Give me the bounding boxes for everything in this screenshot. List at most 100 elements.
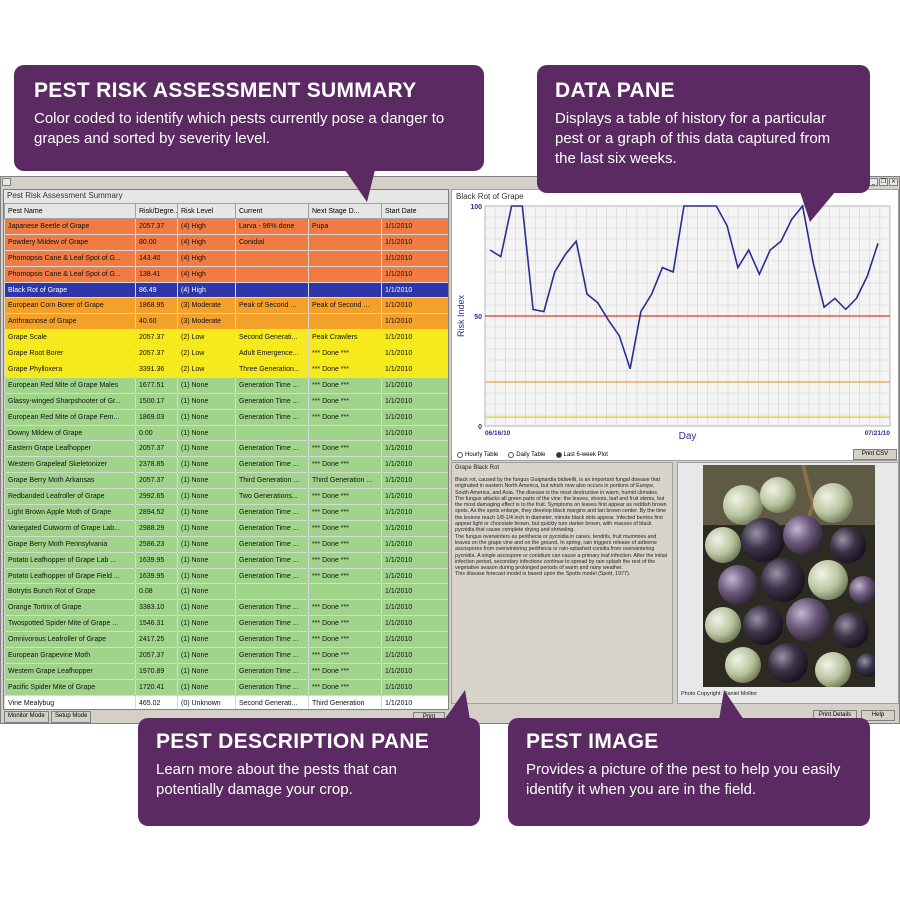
current-stage-cell: Generation Time ... (235, 440, 309, 458)
risk-level-cell: (4) High (177, 281, 236, 299)
start-date-cell: 1/1/2010 (381, 615, 448, 633)
table-row[interactable]: Orange Tortrix of Grape 3383.10 (1) None Ge… (4, 599, 448, 617)
restore-icon[interactable]: ❐ (879, 178, 888, 186)
grape-berry (833, 612, 869, 648)
table-row[interactable]: Phomopsis Cane & Leaf Spot of G... 138.41… (4, 265, 448, 283)
pest-name-cell: Downy Mildew of Grape (4, 424, 136, 442)
risk-value-cell: 143.40 (135, 249, 178, 267)
table-row[interactable]: Phomopsis Cane & Leaf Spot of G... 143.40… (4, 249, 448, 267)
current-stage-cell (235, 583, 309, 601)
description-paragraph: The fungus attacks all green parts of th… (455, 495, 667, 534)
risk-value-cell: 2057.37 (135, 218, 178, 235)
close-icon[interactable]: × (889, 178, 898, 186)
callout-description: PEST DESCRIPTION PANE Learn more about t… (138, 718, 480, 826)
pest-name-cell: Phomopsis Cane & Leaf Spot of G... (4, 265, 136, 283)
risk-value-cell: 0.00 (135, 424, 178, 442)
current-stage-cell: Generation Time ... (235, 567, 309, 585)
start-date-cell: 1/1/2010 (381, 361, 448, 378)
table-row[interactable]: European Corn Borer of Grape 1868.95 (3) M… (4, 297, 448, 315)
table-row[interactable]: Botrytis Bunch Rot of Grape 0.08 (1) None 1… (4, 583, 448, 601)
table-row[interactable]: Glassy-winged Sharpshooter of Gr... 1500.… (4, 392, 448, 410)
table-row[interactable]: Eastern Grape Leafhopper 2057.37 (1) None G… (4, 440, 448, 458)
table-row[interactable]: Downy Mildew of Grape 0.00 (1) None 1/1/201… (4, 424, 448, 442)
next-stage-cell (308, 265, 382, 283)
pest-name-cell: Black Rot of Grape (4, 281, 136, 299)
table-row[interactable]: European Grapevine Moth 2057.37 (1) None Ge… (4, 647, 448, 664)
table-row[interactable]: European Red Mite of Grape Males 1677.51(… (4, 376, 448, 394)
risk-value-cell: 1868.95 (135, 297, 178, 315)
table-row[interactable]: Omnivorous Leafroller of Grape 2417.25 (1)… (4, 631, 448, 649)
pest-name-cell: European Red Mite of Grape Fem... (4, 408, 136, 426)
table-row[interactable]: Grape Berry Moth Pennsylvania 2586.23 (1) … (4, 535, 448, 553)
pest-name-cell: Grape Berry Moth Pennsylvania (4, 535, 136, 553)
table-row[interactable]: Anthracnose of Grape 40.60 (3) Moderate 1/1… (4, 313, 448, 331)
column-header[interactable]: Pest Name (4, 203, 136, 219)
radio-hourly-table[interactable]: Hourly Table (457, 452, 498, 458)
pest-name-cell: Orange Tortrix of Grape (4, 599, 136, 617)
y-tick-label: 0 (478, 424, 482, 431)
help-button[interactable]: Help (861, 710, 895, 721)
table-row[interactable]: Potato Leafhopper of Grape Lab ... 1639.9… (4, 551, 448, 569)
callout-summary-text: Color coded to identify which pests curr… (34, 110, 445, 147)
column-header[interactable]: Risk/Degre... (135, 203, 178, 219)
table-row[interactable]: Black Rot of Grape 86.49 (4) High 1/1/2010 (4, 281, 448, 299)
grape-berry (849, 576, 875, 604)
table-row[interactable]: Pacific Spider Mite of Grape 1720.41 (1) N… (4, 678, 448, 696)
radio-dot-icon (508, 452, 515, 458)
x-tick-label: 06/16/10 (485, 430, 511, 437)
print-csv-button[interactable]: Print CSV (853, 449, 897, 460)
table-row[interactable]: Western Grape Leafhopper 1970.89 (1) None G… (4, 662, 448, 680)
table-row[interactable]: Western Grapeleaf Skeletonizer 2378.85 (1)… (4, 456, 448, 474)
risk-level-cell: (1) None (177, 408, 236, 426)
column-header[interactable]: Risk Level (177, 203, 236, 219)
grape-berry (741, 518, 785, 562)
minimize-icon[interactable]: _ (869, 178, 878, 186)
callout-data-text: Displays a table of history for a partic… (555, 110, 831, 167)
risk-value-cell: 1639.95 (135, 567, 178, 585)
radio-last-6-week-plot[interactable]: Last 6-week Plot (555, 452, 608, 458)
table-row[interactable]: Vine Mealybug 465.02 (0) Unknown Second Gen… (4, 694, 448, 709)
start-date-cell: 1/1/2010 (381, 551, 448, 569)
risk-value-cell: 2057.37 (135, 345, 178, 363)
y-tick-label: 50 (474, 314, 482, 321)
table-row[interactable]: Powdery Mildew of Grape 80.00 (4) High Coni… (4, 233, 448, 251)
column-header[interactable]: Next Stage D... (308, 203, 382, 219)
table-row[interactable]: Light Brown Apple Moth of Grape 2894.52 (1… (4, 504, 448, 521)
table-row[interactable]: European Red Mite of Grape Fem... 1869.03… (4, 408, 448, 426)
start-date-cell: 1/1/2010 (381, 376, 448, 394)
column-header[interactable]: Current (235, 203, 309, 219)
table-row[interactable]: Twospotted Spider Mite of Grape ... 1546.… (4, 615, 448, 633)
current-stage-cell: Generation Time ... (235, 678, 309, 696)
description-paragraph: Black rot, caused by the fungus Guignard… (455, 477, 660, 496)
next-stage-cell: *** Done *** (308, 519, 382, 537)
risk-level-cell: (1) None (177, 662, 236, 680)
x-axis-label: Day (679, 431, 697, 442)
table-row[interactable]: Grape Root Borer 2057.37 (2) Low Adult Emer… (4, 345, 448, 363)
pest-name-cell: Potato Leafhopper of Grape Field ... (4, 567, 136, 585)
grape-berry (830, 527, 866, 563)
current-stage-cell: Generation Time ... (235, 504, 309, 521)
risk-level-cell: (1) None (177, 472, 236, 490)
table-row[interactable]: Grape Berry Moth Arkansas 2057.37 (1) None… (4, 472, 448, 490)
monitor-mode-button[interactable]: Monitor Mode (4, 711, 49, 723)
risk-level-cell: (1) None (177, 440, 236, 458)
grape-berry (768, 643, 808, 683)
risk-value-cell: 1639.95 (135, 551, 178, 569)
current-stage-cell: Third Generation ... (235, 472, 309, 490)
start-date-cell: 1/1/2010 (381, 313, 448, 331)
table-row[interactable]: Grape Scale 2057.37 (2) Low Second Generati… (4, 329, 448, 347)
table-row[interactable]: Redbanded Leafroller of Grape 2992.65 (1) … (4, 488, 448, 506)
current-stage-cell: Generation Time ... (235, 662, 309, 680)
callout-data-pointer (800, 192, 835, 222)
setup-mode-button[interactable]: Setup Mode (51, 711, 92, 723)
risk-level-cell: (4) High (177, 233, 236, 251)
column-header[interactable]: Start Date (381, 203, 448, 219)
pest-name-cell: Botrytis Bunch Rot of Grape (4, 583, 136, 601)
table-row[interactable]: Variegated Cutworm of Grape Lab... 2988.2… (4, 519, 448, 537)
risk-value-cell: 2417.25 (135, 631, 178, 649)
radio-daily-table[interactable]: Daily Table (508, 452, 546, 458)
table-row[interactable]: Japanese Beetle of Grape 2057.37 (4) High L… (4, 218, 448, 235)
table-row[interactable]: Grape Phylloxera 3391.36 (2) Low Three Gene… (4, 361, 448, 378)
grape-berry (743, 605, 783, 645)
table-row[interactable]: Potato Leafhopper of Grape Field ... 1639… (4, 567, 448, 585)
